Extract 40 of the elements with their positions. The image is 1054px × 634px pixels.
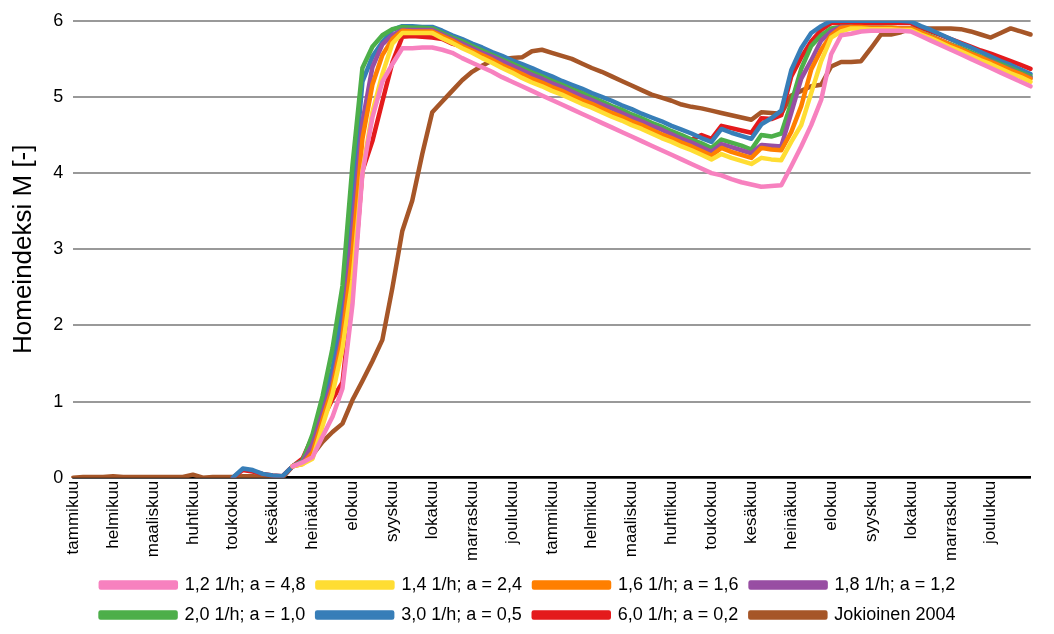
y-tick-label: 4 (53, 162, 64, 183)
x-tick-label: syyskuu (382, 480, 402, 543)
x-tick-label: lokakuu (421, 480, 441, 540)
x-tick-label: tammikuu (62, 480, 82, 555)
legend-label: 1,2 1/h; a = 4,8 (184, 573, 306, 594)
x-tick-label: marraskuu (461, 480, 481, 562)
x-tick-label: elokuu (342, 480, 362, 531)
y-tick-label: 6 (53, 9, 64, 30)
x-tick-label: syyskuu (860, 480, 880, 543)
y-tick-label: 1 (53, 390, 64, 411)
x-tick-label: helmikuu (102, 480, 122, 549)
legend-label: 6,0 1/h; a = 0,2 (617, 603, 739, 624)
x-tick-label: kesäkuu (262, 480, 282, 545)
legend-label: 1,4 1/h; a = 2,4 (401, 573, 523, 594)
x-tick-label: elokuu (820, 480, 840, 531)
y-tick-label: 2 (53, 314, 64, 335)
legend-label: Jokioinen 2004 (834, 603, 956, 624)
x-tick-label: toukokuu (701, 480, 721, 550)
y-axis-title: Homeindeksi M [-] (6, 144, 37, 354)
x-tick-label: huhtikuu (661, 480, 681, 545)
legend-label: 3,0 1/h; a = 0,5 (401, 603, 522, 624)
x-tick-label: toukokuu (222, 480, 242, 550)
x-tick-label: heinäkuu (302, 480, 322, 550)
x-tick-label: marraskuu (940, 480, 960, 562)
x-tick-label: maaliskuu (142, 480, 162, 558)
legend-label: 1,6 1/h; a = 1,6 (618, 573, 739, 594)
x-tick-label: heinäkuu (780, 480, 800, 550)
x-tick-label: lokakuu (900, 480, 920, 540)
legend-label: 2,0 1/h; a = 1,0 (184, 603, 306, 624)
x-tick-label: helmikuu (581, 480, 601, 549)
legend-label: 1,8 1/h; a = 1,2 (834, 573, 956, 594)
x-tick-label: huhtikuu (182, 480, 202, 545)
y-tick-label: 3 (53, 238, 64, 259)
x-tick-label: joulukuu (501, 480, 521, 546)
x-tick-label: joulukuu (980, 480, 1000, 546)
x-tick-label: tammikuu (541, 480, 561, 555)
x-tick-label: kesäkuu (741, 480, 761, 545)
y-tick-label: 0 (53, 466, 64, 487)
x-tick-label: maaliskuu (621, 480, 641, 558)
y-tick-label: 5 (53, 85, 64, 106)
